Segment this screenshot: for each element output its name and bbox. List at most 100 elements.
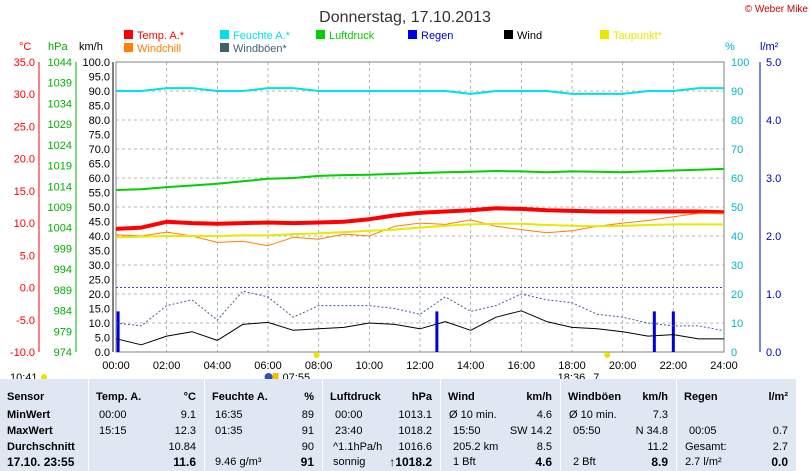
- wind-unit: km/h: [526, 391, 552, 403]
- wind-r3-label: 205.2 km: [453, 441, 499, 453]
- moon-phase-icon: [264, 373, 273, 379]
- gust-header: Windböen: [568, 391, 622, 403]
- sunset-time: 18:36: [558, 372, 586, 379]
- humidity-unit: %: [304, 391, 314, 403]
- humidity-tick: 90: [731, 86, 743, 98]
- temp-unit: °C: [183, 391, 196, 403]
- wind-r3-value: 8.5: [536, 441, 552, 453]
- wind-tick: 90.0: [89, 86, 110, 98]
- rain-tick: 0.0: [766, 347, 781, 359]
- wind-tick: 100.0: [82, 57, 110, 69]
- x-tick: 24:00: [710, 360, 738, 372]
- legend-swatch: [316, 30, 325, 39]
- series-line: [115, 290, 725, 332]
- humidity-tick: 0: [731, 347, 737, 359]
- series-line: [115, 167, 725, 191]
- humidity-max-time: 01:35: [215, 425, 243, 437]
- rain-tick: 5.0: [766, 57, 781, 69]
- humidity-column: Feuchte A.% 16:35 89 01:35 91 90 9.46 g/m³…: [205, 379, 323, 471]
- rain-bar: [435, 311, 439, 352]
- sunrise-icon: [272, 373, 279, 379]
- legend-label: Wind: [517, 30, 542, 42]
- x-tick: 00:00: [102, 360, 130, 372]
- pressure-tick: 984: [54, 306, 72, 318]
- pressure-tick: 994: [54, 264, 72, 276]
- wind-tick: 65.0: [89, 159, 110, 171]
- pressure-tick: 1024: [48, 140, 72, 152]
- rain-header: Regen: [684, 391, 718, 403]
- row-label-min: MinWert: [7, 409, 51, 421]
- pressure-max-time: 23:40: [335, 425, 363, 437]
- wind-tick: 55.0: [89, 188, 110, 200]
- wind-r2-value: SW 14.2: [509, 425, 552, 437]
- pressure-forecast: sonnig: [333, 456, 366, 468]
- legend-swatch: [124, 43, 133, 52]
- wind-r1-label: Ø 10 min.: [449, 409, 497, 421]
- rain-r3-value: 2.7: [772, 441, 788, 453]
- pressure-max-value: 1018.2: [398, 425, 432, 437]
- series-line: [116, 87, 724, 95]
- legend-swatch: [124, 30, 133, 39]
- rain-column: Regen l/m² 00:05 0.7 Gesamt: 2.7 2.7 l/m² 0.…: [677, 379, 797, 471]
- gust-unit: km/h: [642, 391, 668, 403]
- humidity-tick: 80: [731, 115, 743, 127]
- row-label-avg: Durchschnitt: [7, 441, 75, 453]
- wind-tick: 70.0: [89, 144, 110, 156]
- legend-swatch: [408, 30, 417, 39]
- humidity-current-value: 91: [300, 455, 314, 469]
- temp-tick: 0.0: [20, 283, 35, 295]
- gust-r1-label: Ø 10 min.: [569, 409, 617, 421]
- pressure-tick: 974: [54, 347, 72, 359]
- gust-r4-value: 8.9: [651, 455, 668, 469]
- series-line: [115, 206, 725, 231]
- current-date: 17.10. 23:55: [7, 455, 75, 469]
- sunset-marker: [604, 352, 611, 358]
- x-tick: 10:00: [356, 360, 384, 372]
- rain-r2-value: 0.7: [772, 425, 788, 437]
- legend-label: Feuchte A.*: [233, 30, 291, 42]
- wind-tick: 30.0: [89, 260, 110, 272]
- pressure-tick: 979: [54, 326, 72, 338]
- series-line: [115, 310, 724, 346]
- humidity-tick: 50: [731, 202, 743, 214]
- temp-tick: 35.0: [14, 57, 35, 69]
- wind-tick: 45.0: [89, 217, 110, 229]
- temp-max-value: 12.3: [174, 425, 196, 437]
- temp-tick: 25.0: [14, 121, 35, 133]
- gust-r2-label: 05:50: [573, 425, 601, 437]
- sensor-column: Sensor MinWert MaxWert Durchschnitt 17.1…: [0, 379, 89, 471]
- x-tick: 02:00: [153, 360, 181, 372]
- row-label-max: MaxWert: [7, 425, 53, 437]
- temp-tick: 10.0: [14, 218, 35, 230]
- gust-r1-value: 7.3: [652, 409, 668, 421]
- humidity-absolute: 9.46 g/m³: [215, 456, 262, 468]
- rain-r4-value: 0.0: [771, 455, 788, 469]
- x-tick: 16:00: [508, 360, 536, 372]
- sunrise-time: 07:55: [283, 372, 311, 379]
- pressure-current-value: ↑1018.2: [389, 455, 432, 469]
- pressure-tick: 989: [54, 285, 72, 297]
- wind-column: Wind km/h Ø 10 min. 4.6 15:50 SW 14.2 205.2…: [441, 379, 561, 471]
- wind-tick: 50.0: [89, 202, 110, 214]
- moon-phase-number: 7: [593, 372, 599, 379]
- copyright-label: © Weber Mike: [745, 4, 809, 15]
- pressure-tick: 1039: [48, 78, 72, 90]
- humidity-tick: 40: [731, 231, 743, 243]
- legend-label: Temp. A.*: [137, 30, 185, 42]
- sensor-header: Sensor: [7, 391, 45, 403]
- humidity-min-time: 16:35: [215, 409, 243, 421]
- temp-header: Temp. A.: [96, 391, 142, 403]
- weather-chart: Donnerstag, 17.10.2013 © Weber Mike Temp. …: [10, 4, 809, 379]
- pressure-column: Luftdruck hPa 00:00 1013.1 23:40 1018.2 ^1.…: [323, 379, 441, 471]
- x-tick: 20:00: [609, 360, 637, 372]
- humidity-avg-value: 90: [301, 441, 314, 453]
- rain-r2-label: 00:05: [689, 425, 717, 437]
- temp-tick: 15.0: [14, 186, 35, 198]
- wind-tick: 0.0: [95, 347, 110, 359]
- temp-min-value: 9.1: [180, 409, 196, 421]
- wind-tick: 40.0: [89, 231, 110, 243]
- wind-unit-label: km/h: [79, 41, 103, 53]
- legend-swatch: [220, 43, 229, 52]
- wind-header: Wind: [448, 391, 475, 403]
- wind-tick: 95.0: [89, 72, 110, 84]
